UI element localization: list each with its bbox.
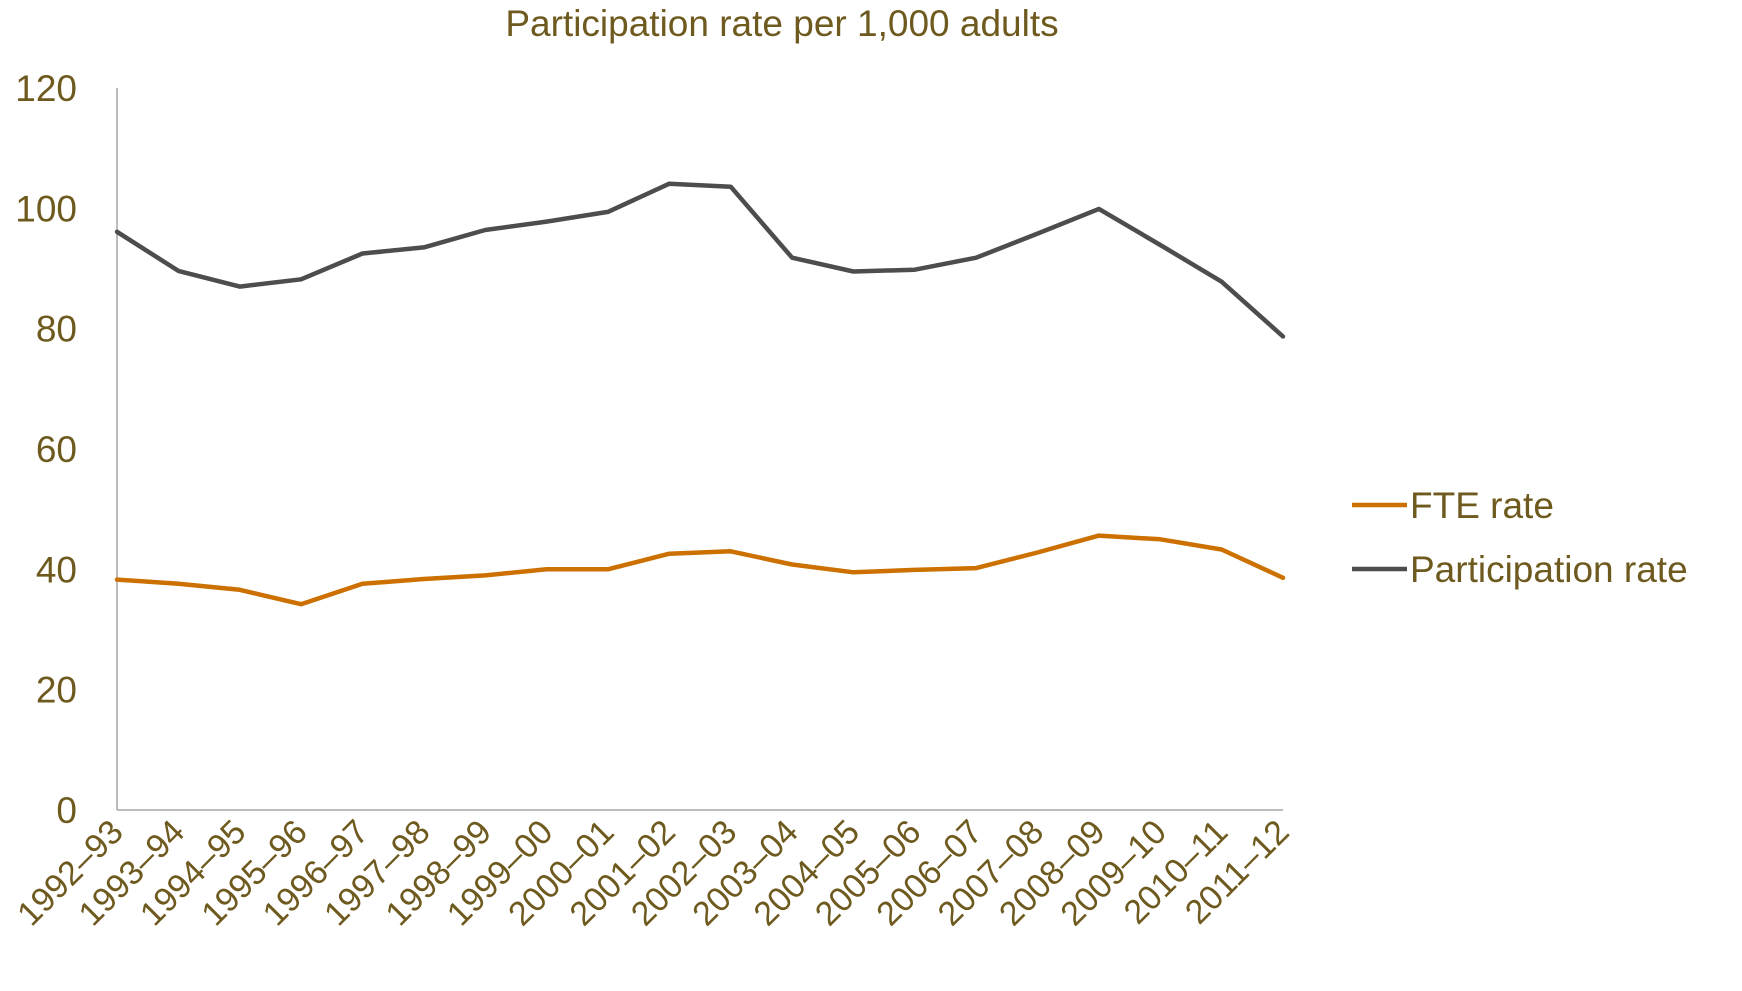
series-line-fte-rate	[114, 533, 1286, 607]
x-axis-ticks: 1992–931993–941994–951995–961996–971997–…	[10, 813, 1296, 933]
series-line-participation-rate	[114, 181, 1286, 339]
legend: FTE rate Participation rate	[1352, 485, 1688, 590]
y-tick-label: 120	[15, 68, 77, 109]
y-axis-ticks: 0 20 40 60 80 100 120	[15, 68, 77, 831]
legend-label: Participation rate	[1410, 549, 1688, 590]
y-tick-label: 100	[15, 188, 77, 229]
y-tick-label: 80	[36, 309, 77, 350]
chart-title: Participation rate per 1,000 adults	[505, 3, 1058, 44]
y-tick-label: 0	[56, 790, 77, 831]
axes	[116, 88, 1283, 811]
legend-label: FTE rate	[1410, 485, 1554, 526]
y-tick-label: 20	[36, 670, 77, 711]
y-tick-label: 40	[36, 549, 77, 590]
y-tick-label: 60	[36, 429, 77, 470]
series-lines	[114, 181, 1286, 607]
